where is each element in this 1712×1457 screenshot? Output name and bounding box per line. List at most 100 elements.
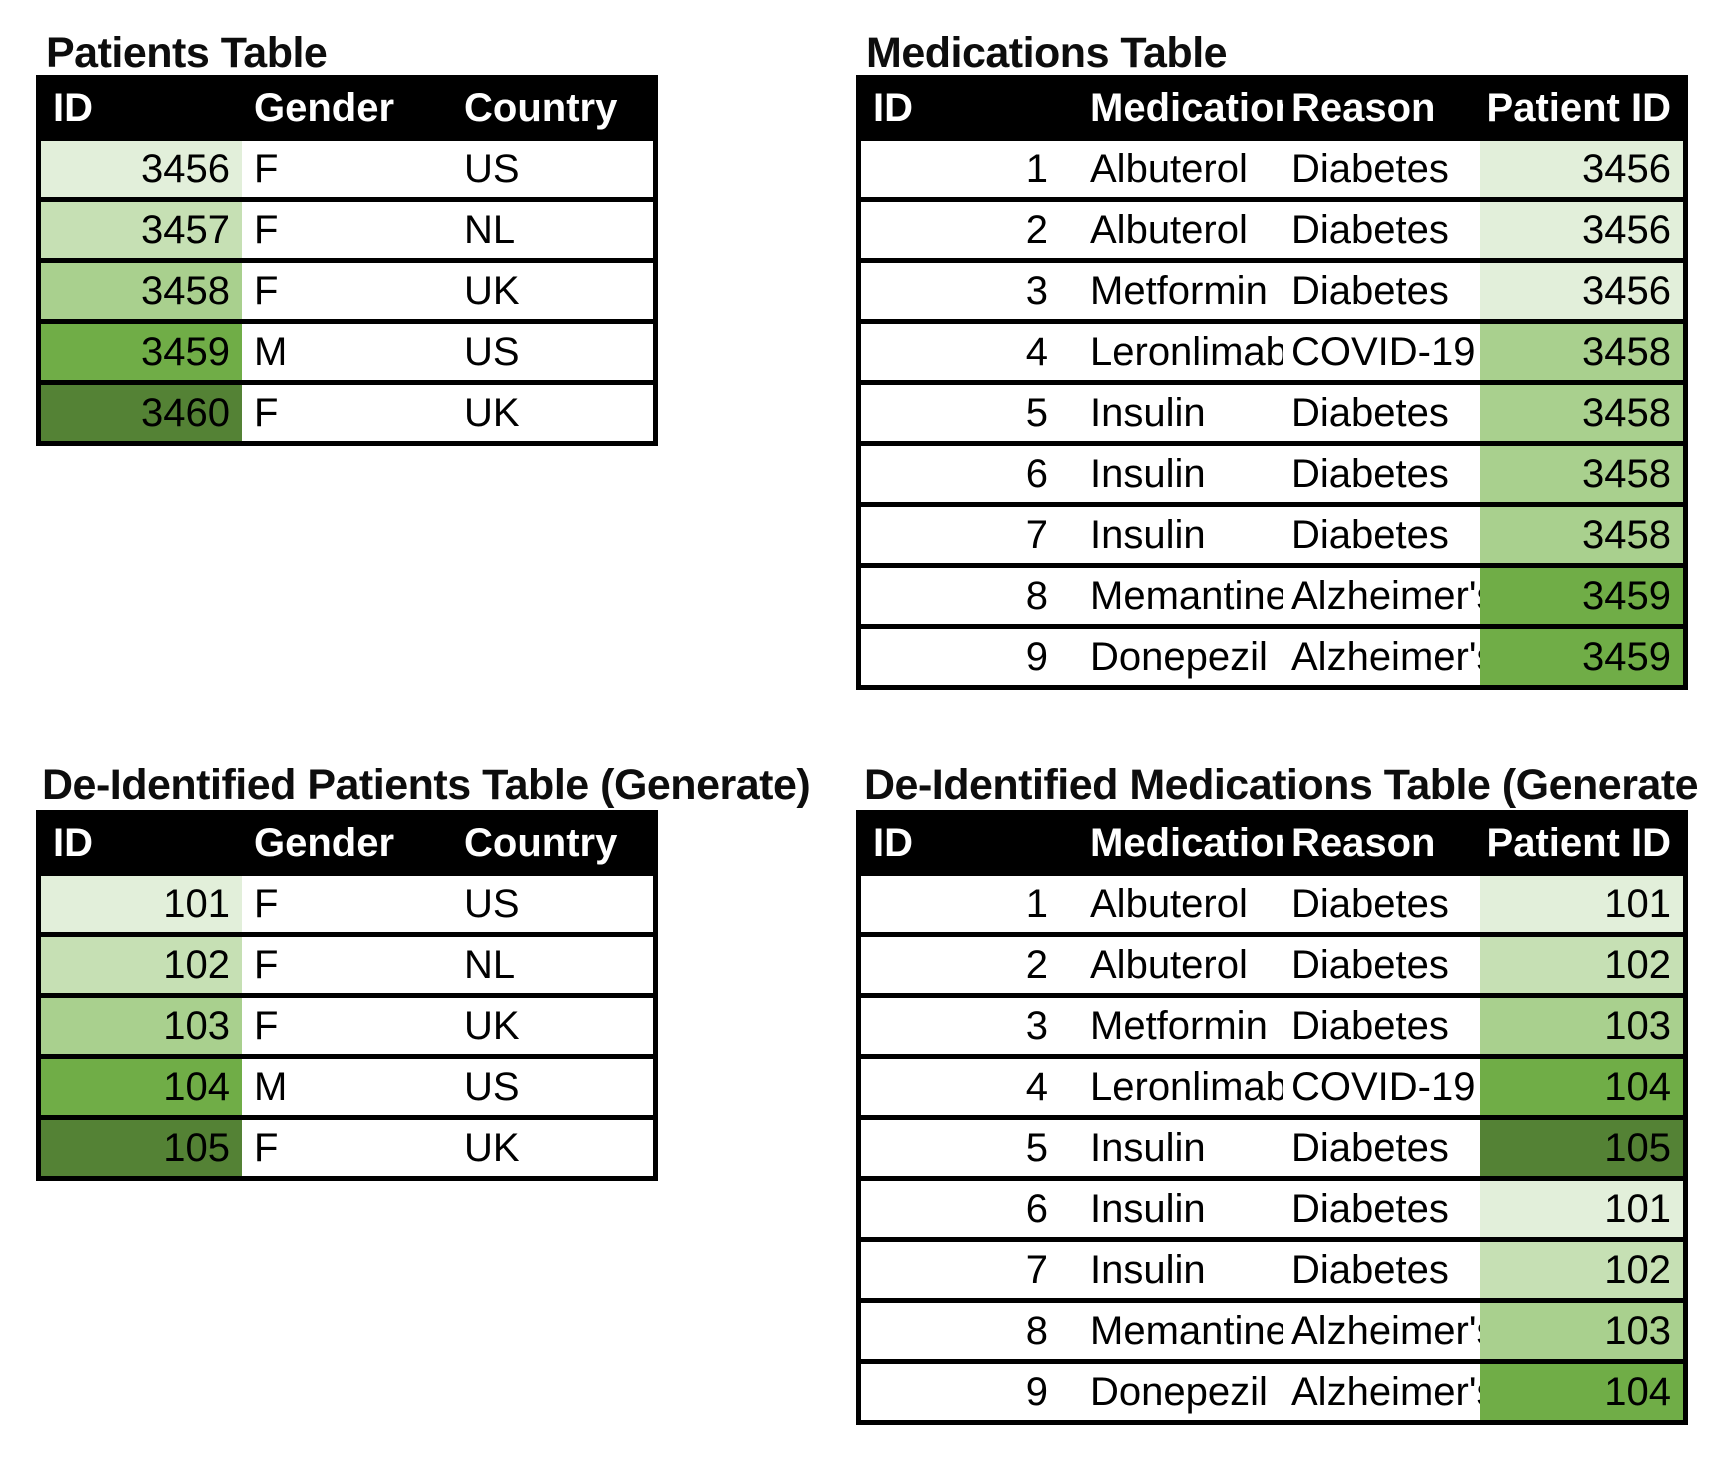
cell-patient-id: 101 [1480, 1181, 1683, 1237]
cell-row-id: 1 [1025, 146, 1048, 191]
cell-gender: M [254, 329, 288, 374]
column-header-medication: Medications [1090, 820, 1283, 865]
cell-reason: Diabetes [1291, 146, 1449, 191]
cell-row-id: 8 [1025, 573, 1048, 618]
cell-reason: COVID-19 [1291, 1064, 1476, 1109]
cell-reason: Alzheimer's [1291, 1369, 1480, 1414]
cell-patient-id: 103 [1480, 998, 1683, 1054]
cell-reason: Alzheimer's [1291, 634, 1480, 679]
table-row: 7 Insulin Diabetes 102 [861, 1242, 1683, 1298]
cell-patient-id: 104 [1480, 1059, 1683, 1115]
cell-patient-id: 103 [41, 998, 242, 1054]
cell-row-id: 4 [1025, 329, 1048, 374]
cell-country: US [464, 329, 520, 374]
cell-patient-id: 3457 [41, 202, 242, 258]
cell-row-id: 4 [1025, 1064, 1048, 1109]
cell-row-id: 6 [1025, 451, 1048, 496]
cell-reason: COVID-19 [1291, 329, 1476, 374]
cell-medication: Insulin [1090, 1247, 1206, 1292]
cell-row-id: 8 [1025, 1308, 1048, 1353]
cell-row-id: 9 [1025, 634, 1048, 679]
cell-row-id: 6 [1025, 1186, 1048, 1231]
cell-gender: F [254, 881, 279, 926]
medications-table: ID Medications Reason Patient ID 1 Albut… [856, 75, 1688, 690]
cell-gender: F [254, 942, 279, 987]
cell-reason: Diabetes [1291, 1186, 1449, 1231]
cell-gender: F [254, 146, 279, 191]
cell-patient-id: 105 [41, 1120, 242, 1176]
cell-medication: Insulin [1090, 390, 1206, 435]
cell-reason: Alzheimer's [1291, 1308, 1480, 1353]
cell-patient-id: 102 [1480, 1242, 1683, 1298]
cell-row-id: 9 [1025, 1369, 1048, 1414]
table-row: 1 Albuterol Diabetes 3456 [861, 141, 1683, 197]
cell-gender: F [254, 268, 279, 313]
table-row: 8 Memantine Alzheimer's 3459 [861, 568, 1683, 624]
column-header-patient-id: Patient ID [1486, 820, 1671, 865]
deid-medications-table-title: De-Identified Medications Table (Generat… [864, 761, 1699, 809]
column-header-reason: Reason [1291, 85, 1436, 130]
cell-medication: Insulin [1090, 1125, 1206, 1170]
table-row: 105 F UK [41, 1120, 653, 1176]
cell-patient-id: 3460 [41, 385, 242, 441]
cell-row-id: 5 [1025, 1125, 1048, 1170]
table-row: 3 Metformin Diabetes 3456 [861, 263, 1683, 319]
cell-patient-id: 103 [1480, 1303, 1683, 1359]
table-row: 102 F NL [41, 937, 653, 993]
cell-row-id: 3 [1025, 1003, 1048, 1048]
cell-medication: Donepezil [1090, 1369, 1268, 1414]
cell-medication: Leronlimab [1090, 329, 1283, 374]
cell-patient-id: 104 [1480, 1364, 1683, 1420]
cell-medication: Albuterol [1090, 207, 1248, 252]
patients-header-row: ID Gender Country [41, 80, 653, 136]
table-row: 3458 F UK [41, 263, 653, 319]
table-row: 2 Albuterol Diabetes 102 [861, 937, 1683, 993]
cell-medication: Insulin [1090, 1186, 1206, 1231]
deid-patients-header-row: ID Gender Country [41, 815, 653, 871]
cell-country: UK [464, 390, 520, 435]
cell-gender: F [254, 390, 279, 435]
cell-gender: F [254, 1125, 279, 1170]
cell-country: US [464, 881, 520, 926]
cell-patient-id: 3458 [1480, 385, 1683, 441]
column-header-id: ID [873, 820, 913, 865]
cell-medication: Insulin [1090, 451, 1206, 496]
cell-country: NL [464, 207, 516, 252]
cell-patient-id: 3458 [1480, 446, 1683, 502]
cell-medication: Albuterol [1090, 881, 1248, 926]
deid-medications-header-row: ID Medications Reason Patient ID [861, 815, 1683, 871]
cell-reason: Diabetes [1291, 1247, 1449, 1292]
cell-reason: Diabetes [1291, 1003, 1449, 1048]
cell-patient-id: 3458 [41, 263, 242, 319]
cell-patient-id: 104 [41, 1059, 242, 1115]
cell-patient-id: 102 [1480, 937, 1683, 993]
cell-medication: Leronlimab [1090, 1064, 1283, 1109]
cell-patient-id: 3458 [1480, 324, 1683, 380]
cell-patient-id: 3459 [41, 324, 242, 380]
cell-country: UK [464, 1003, 520, 1048]
deid-patients-table: ID Gender Country 101 F US 102 F NL 103 … [36, 810, 658, 1181]
cell-medication: Donepezil [1090, 634, 1268, 679]
column-header-id: ID [53, 85, 93, 130]
cell-reason: Diabetes [1291, 1125, 1449, 1170]
cell-country: UK [464, 1125, 520, 1170]
column-header-country: Country [464, 820, 618, 865]
column-header-country: Country [464, 85, 618, 130]
table-row: 104 M US [41, 1059, 653, 1115]
cell-patient-id: 3459 [1480, 568, 1683, 624]
cell-country: UK [464, 268, 520, 313]
patients-table-title: Patients Table [46, 29, 328, 77]
cell-patient-id: 3456 [1480, 263, 1683, 319]
cell-row-id: 7 [1025, 1247, 1048, 1292]
column-header-patient-id: Patient ID [1486, 85, 1671, 130]
medications-table-title: Medications Table [866, 29, 1228, 77]
cell-row-id: 3 [1025, 268, 1048, 313]
cell-medication: Memantine [1090, 1308, 1283, 1353]
table-row: 5 Insulin Diabetes 105 [861, 1120, 1683, 1176]
cell-row-id: 5 [1025, 390, 1048, 435]
cell-patient-id: 101 [41, 876, 242, 932]
cell-gender: M [254, 1064, 288, 1109]
cell-patient-id: 105 [1480, 1120, 1683, 1176]
medications-header-row: ID Medications Reason Patient ID [861, 80, 1683, 136]
